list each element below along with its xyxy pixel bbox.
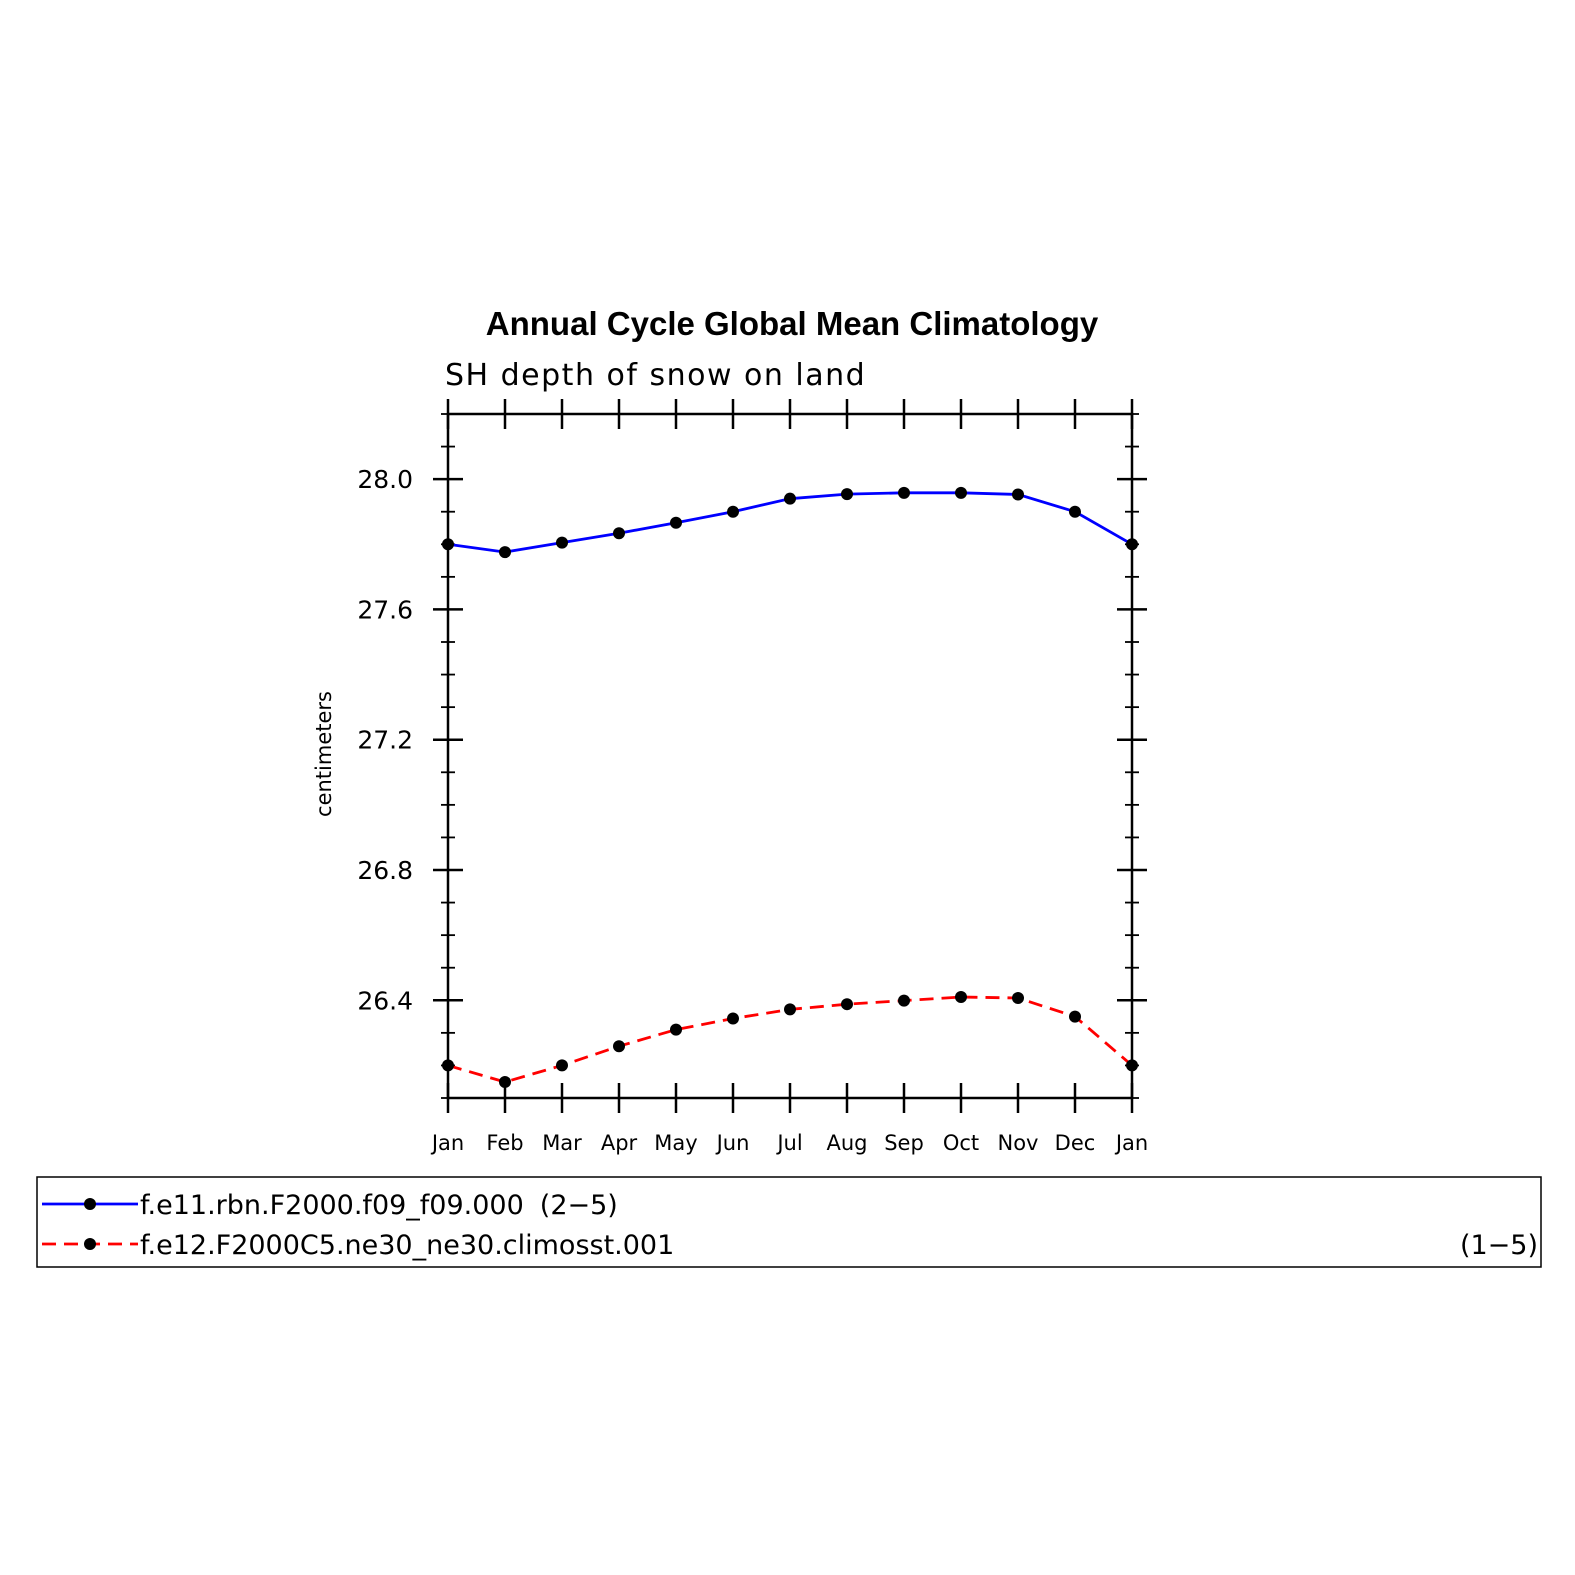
data-point <box>898 486 910 499</box>
x-tick-label: May <box>654 1131 697 1155</box>
x-tick-label: Feb <box>486 1131 523 1155</box>
x-tick-label: Nov <box>998 1131 1039 1155</box>
data-point <box>841 998 853 1011</box>
plot-frame <box>446 412 1134 1100</box>
data-point <box>784 492 796 505</box>
data-point <box>1126 1059 1138 1072</box>
data-point <box>841 488 853 501</box>
legend-marker <box>84 1238 96 1250</box>
data-point <box>1126 538 1138 551</box>
x-tick-label: Apr <box>601 1131 638 1155</box>
x-tick-label: Jun <box>715 1131 750 1155</box>
legend-box <box>36 1176 1542 1268</box>
data-point <box>556 1059 568 1072</box>
legend-item: f.e11.rbn.F2000.f09_f09.000 (2−5) <box>42 1190 618 1221</box>
x-tick-label: Dec <box>1055 1131 1096 1155</box>
data-point <box>499 546 511 559</box>
data-point <box>613 527 625 540</box>
legend-range: (2−5) <box>540 1190 618 1221</box>
x-tick-labels: Jan Feb Mar Apr May Jun Jul Aug Sep Oct Nov Dec Jan <box>430 1131 1148 1155</box>
y-tick-labels: 26.4 26.8 27.2 27.6 28.0 <box>357 465 413 1015</box>
y-tick-label: 28.0 <box>357 465 413 494</box>
y-tick-label: 26.4 <box>357 986 413 1015</box>
x-tick-label: Jan <box>1114 1131 1148 1155</box>
data-point <box>1069 505 1081 518</box>
data-point <box>727 505 739 518</box>
data-point <box>727 1012 739 1025</box>
data-point <box>898 994 910 1007</box>
chart-title: Annual Cycle Global Mean Climatology <box>486 305 1099 342</box>
series-1 <box>442 486 1138 559</box>
x-tick-label: Aug <box>826 1131 867 1155</box>
series-layer <box>442 486 1138 1089</box>
legend-label: f.e11.rbn.F2000.f09_f09.000 <box>140 1190 524 1221</box>
data-point <box>784 1003 796 1016</box>
data-point <box>1069 1010 1081 1023</box>
y-tick-label: 27.2 <box>357 726 413 755</box>
x-tick-label: Jan <box>430 1131 464 1155</box>
data-point <box>442 1059 454 1072</box>
data-point <box>499 1076 511 1089</box>
data-point <box>955 486 967 499</box>
data-point <box>442 538 454 551</box>
legend-item: f.e12.F2000C5.ne30_ne30.climosst.001 (1−5… <box>42 1230 1538 1261</box>
legend-label: f.e12.F2000C5.ne30_ne30.climosst.001 <box>140 1230 674 1261</box>
data-point <box>556 536 568 549</box>
y-tick-label: 26.8 <box>357 856 413 885</box>
data-point <box>1012 488 1024 501</box>
x-tick-label: Jul <box>775 1131 802 1155</box>
legend-range: (1−5) <box>1460 1230 1538 1261</box>
x-tick-label: Mar <box>542 1131 582 1155</box>
data-point <box>670 1023 682 1036</box>
legend: f.e11.rbn.F2000.f09_f09.000 (2−5) f.e12.F2… <box>36 1176 1542 1268</box>
data-point <box>955 991 967 1004</box>
chart-subtitle: SH depth of snow on land <box>445 358 866 393</box>
series-2 <box>442 991 1138 1089</box>
x-tick-label: Oct <box>943 1131 979 1155</box>
y-tick-label: 27.6 <box>357 595 413 624</box>
legend-marker <box>84 1198 96 1210</box>
y-axis-label: centimeters <box>312 691 336 817</box>
x-tick-label: Sep <box>884 1131 924 1155</box>
data-point <box>670 516 682 529</box>
data-point <box>613 1040 625 1053</box>
data-point <box>1012 992 1024 1005</box>
